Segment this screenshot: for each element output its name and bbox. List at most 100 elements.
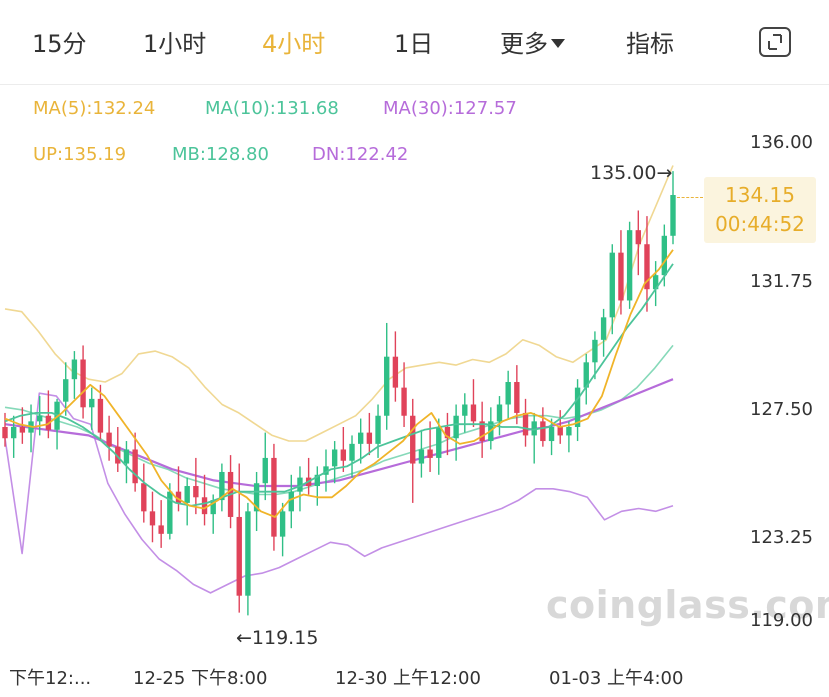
candle-body [392, 356, 399, 388]
candle-body [418, 449, 425, 464]
candle-up [375, 404, 381, 458]
candle-body [63, 379, 69, 402]
candle-body [106, 432, 112, 447]
candle-up [54, 398, 60, 450]
candle-up [331, 441, 338, 484]
candle-up [357, 418, 364, 464]
candle-up [279, 502, 286, 557]
tab-more[interactable]: 更多 [500, 24, 565, 59]
candle-down [340, 426, 347, 472]
x-tick-label: 下午12:... [9, 668, 92, 689]
candle-up [418, 429, 425, 478]
candle-down [522, 398, 529, 447]
low-marker: ←119.15 [236, 627, 318, 649]
x-tick-label: 01-03 上午4:00 [549, 668, 684, 689]
candle-down [80, 345, 86, 419]
candle-down [2, 412, 8, 447]
candle-body [479, 421, 485, 442]
candle-body [340, 449, 347, 461]
candle-up [253, 471, 260, 532]
low-marker-value: 119.15 [251, 627, 319, 649]
candle-up [652, 261, 659, 307]
candle-up [384, 322, 390, 430]
candle-body [600, 317, 607, 340]
candle-body [297, 477, 303, 492]
candle-body [444, 426, 451, 439]
x-tick-label: 12-30 上午12:00 [335, 668, 481, 689]
boll-lower-line [4, 392, 674, 594]
candle-down [401, 362, 407, 427]
tab-1d[interactable]: 1日 [394, 30, 434, 58]
candle-up [184, 477, 190, 526]
candle-down [444, 412, 451, 456]
candle-body [262, 457, 268, 484]
y-tick-label: 123.25 [750, 527, 813, 548]
x-tick-label: 12-25 下午8:00 [133, 668, 268, 689]
candle-body [505, 382, 511, 405]
fullscreen-button[interactable] [759, 27, 791, 57]
candle-body [2, 426, 8, 439]
candle-up [37, 396, 43, 436]
candle-body [626, 230, 633, 301]
candle-body [89, 398, 95, 408]
candle-body [384, 356, 390, 416]
candle-body [97, 398, 104, 433]
candle-up [600, 308, 607, 357]
candle-down [149, 491, 156, 543]
candle-body [357, 432, 364, 444]
candle-down [366, 412, 373, 456]
candle-body [149, 511, 156, 526]
candle-body [271, 457, 277, 537]
tab-1h[interactable]: 1小时 [143, 30, 207, 58]
candle-up [63, 362, 69, 416]
candle-body [453, 415, 459, 439]
candle-body [531, 421, 537, 436]
candle-down [514, 365, 520, 425]
last-price-tag: 134.15 00:44:52 [704, 177, 816, 243]
candle-body [19, 426, 26, 433]
candle-body [436, 426, 442, 458]
candle-body [592, 339, 598, 363]
candle-down [271, 443, 277, 551]
last-price-line [677, 197, 703, 198]
y-tick-label: 119.00 [750, 610, 813, 631]
candle-down [392, 331, 399, 402]
candle-body [158, 525, 164, 534]
candle-body [618, 252, 624, 301]
legend-boll-up: UP:135.19 [33, 144, 127, 165]
candle-body [375, 415, 381, 444]
candle-body [210, 500, 216, 515]
candle-body [193, 486, 199, 498]
candle-body [566, 426, 572, 436]
fullscreen-icon [768, 34, 782, 50]
candle-body [540, 421, 546, 442]
legend-ma10: MA(10):131.68 [205, 98, 339, 119]
candle-up [609, 244, 615, 335]
legend-ma30: MA(30):127.57 [383, 98, 517, 119]
caret-down-icon [551, 38, 565, 48]
candle-down [97, 384, 104, 442]
candle-up [462, 393, 468, 433]
timeframe-tabbar: 15分 1小时 4小时 1日 更多 指标 [0, 0, 829, 85]
candle-down [132, 432, 138, 492]
candle-body [366, 432, 373, 444]
candle-body [349, 443, 355, 461]
candle-body [236, 516, 242, 596]
candle-body [470, 404, 477, 422]
candle-up [71, 351, 78, 399]
tab-indicators[interactable]: 指标 [626, 30, 674, 58]
candle-body [175, 491, 182, 503]
tab-15m[interactable]: 15分 [32, 30, 87, 58]
candle-body [331, 449, 338, 467]
candle-up [288, 474, 294, 529]
candle-down [618, 230, 624, 315]
candle-body [184, 486, 190, 503]
candle-down [410, 398, 416, 503]
candle-body [219, 471, 225, 501]
candle-body [514, 382, 520, 413]
candle-up [349, 435, 355, 478]
tab-4h[interactable]: 4小时 [262, 30, 326, 58]
candle-up [583, 353, 589, 405]
candle-down [479, 401, 485, 458]
